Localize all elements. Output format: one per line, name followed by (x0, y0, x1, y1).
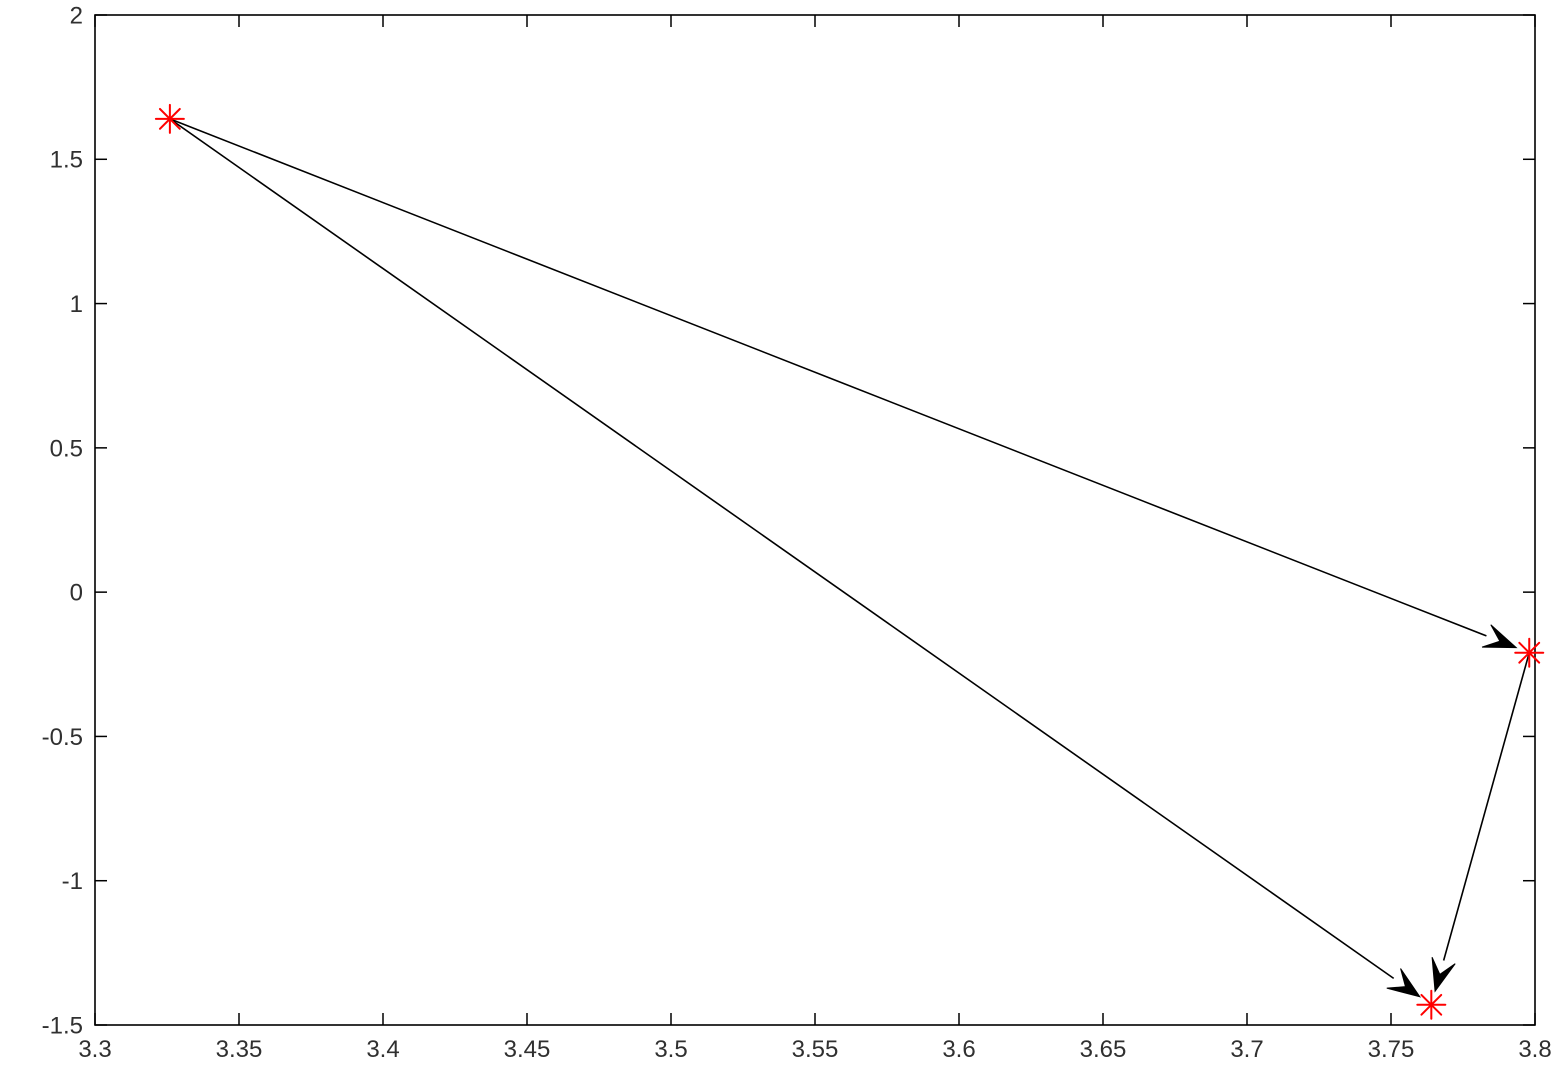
x-tick-label: 3.65 (1080, 1036, 1127, 1063)
data-point-marker (156, 105, 184, 133)
chart-svg: 3.3 3.35 3.4 3.45 3.5 3.55 3.6 3.65 3.7 3.75 3.8 -1… (0, 0, 1564, 1090)
x-tick-label: 3.75 (1368, 1036, 1415, 1063)
x-tick-label: 3.4 (366, 1036, 399, 1063)
vector-chart: 3.3 3.35 3.4 3.45 3.5 3.55 3.6 3.65 3.7 3.75 3.8 -1… (0, 0, 1564, 1090)
x-tick-label: 3.3 (78, 1036, 111, 1063)
y-tick-label: 0 (70, 580, 83, 607)
x-tick-label: 3.5 (654, 1036, 687, 1063)
y-tick-label: -1.5 (42, 1012, 83, 1039)
y-tick-label: -0.5 (42, 724, 83, 751)
y-tick-label: 1.5 (50, 147, 83, 174)
x-tick-label: 3.35 (216, 1036, 263, 1063)
data-point-marker (1417, 991, 1445, 1019)
x-tick-label: 3.8 (1518, 1036, 1551, 1063)
x-tick-label: 3.45 (504, 1036, 551, 1063)
y-tick-label: 1 (70, 291, 83, 318)
x-tick-label: 3.7 (1230, 1036, 1263, 1063)
x-tick-label: 3.6 (942, 1036, 975, 1063)
y-tick-label: 2 (70, 2, 83, 29)
y-tick-label: 0.5 (50, 435, 83, 462)
y-tick-label: -1 (62, 868, 83, 895)
x-tick-label: 3.55 (792, 1036, 839, 1063)
data-point-marker (1515, 639, 1543, 667)
